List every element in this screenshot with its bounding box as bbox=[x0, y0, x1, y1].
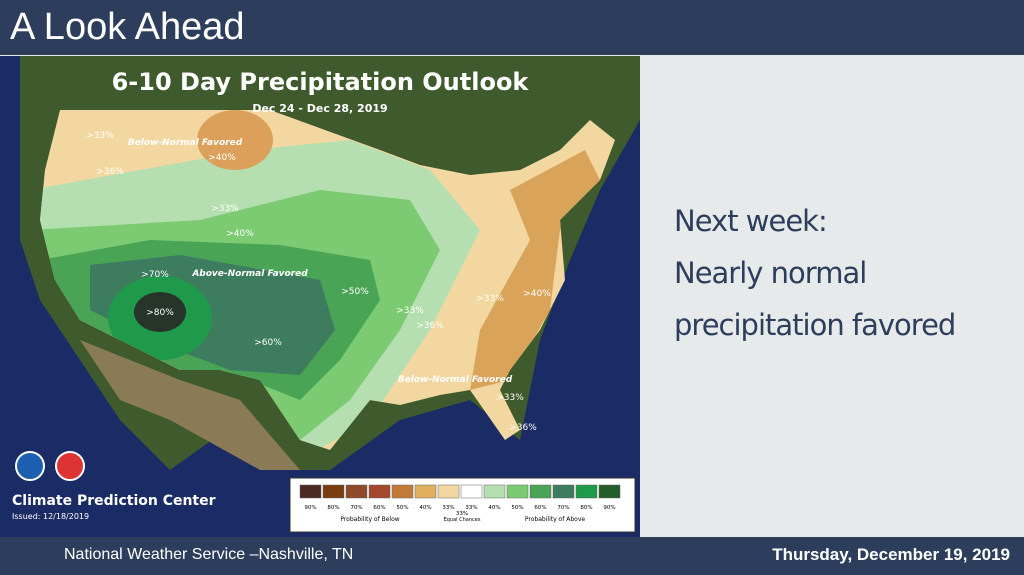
issued-date: Issued: 12/18/2019 bbox=[12, 512, 89, 521]
region-label: >70% bbox=[141, 270, 169, 280]
header: A Look Ahead bbox=[0, 0, 1024, 55]
region-label: >40% bbox=[208, 153, 236, 163]
legend-label: 70% bbox=[350, 505, 362, 511]
panel-line: precipitation favored bbox=[674, 308, 956, 342]
region-label: >33% bbox=[396, 306, 424, 316]
legend-label: 90% bbox=[603, 505, 615, 511]
panel-text: Next week: Nearly normal precipitation fav… bbox=[674, 195, 956, 351]
legend-label: 40% bbox=[488, 505, 500, 511]
legend-swatch bbox=[299, 484, 322, 499]
region-label: >36% bbox=[509, 423, 537, 433]
panel-line: Next week: bbox=[674, 204, 828, 238]
panel-line: Nearly normal bbox=[674, 256, 867, 290]
noaa-logo bbox=[15, 451, 45, 481]
region-label: Below-Normal Favored bbox=[398, 375, 513, 385]
region-label: >40% bbox=[523, 289, 551, 299]
legend-swatch bbox=[368, 484, 391, 499]
legend-label: 90% bbox=[304, 505, 316, 511]
legend-label: 40% bbox=[419, 505, 431, 511]
nws-logo bbox=[55, 451, 85, 481]
legend-label: 80% bbox=[327, 505, 339, 511]
outlook-map: >33% Below-Normal Favored >40% >36% >33% >40%… bbox=[0, 56, 640, 538]
legend-label: 70% bbox=[557, 505, 569, 511]
legend-label: 33% bbox=[442, 505, 454, 511]
region-label: >33% bbox=[476, 294, 504, 304]
region-label: >40% bbox=[226, 229, 254, 239]
legend-label: 50% bbox=[396, 505, 408, 511]
legend-swatch bbox=[506, 484, 529, 499]
map-title: 6-10 Day Precipitation Outlook bbox=[112, 68, 530, 96]
legend-swatch bbox=[529, 484, 552, 499]
legend-swatch bbox=[552, 484, 575, 499]
legend-swatch bbox=[391, 484, 414, 499]
legend-swatch bbox=[483, 484, 506, 499]
footer: National Weather Service –Nashville, TN … bbox=[0, 537, 1024, 575]
legend-swatch bbox=[575, 484, 598, 499]
slide-title: A Look Ahead bbox=[10, 6, 245, 48]
legend-swatch bbox=[437, 484, 460, 499]
mexico bbox=[80, 340, 300, 470]
legend-above: Probability of Above bbox=[525, 516, 585, 523]
legend-label: 80% bbox=[580, 505, 592, 511]
legend-swatch bbox=[598, 484, 621, 499]
legend-equal: Equal Chances bbox=[444, 517, 481, 523]
region-label: >50% bbox=[341, 287, 369, 297]
region-label: >60% bbox=[254, 338, 282, 348]
legend-label: 60% bbox=[534, 505, 546, 511]
region-label: >36% bbox=[96, 167, 124, 177]
legend-label: 50% bbox=[511, 505, 523, 511]
region-label: >80% bbox=[146, 308, 174, 318]
legend-label: 33% bbox=[456, 511, 468, 517]
legend-swatch bbox=[345, 484, 368, 499]
region-label: >33% bbox=[86, 131, 114, 141]
legend-below: Probability of Below bbox=[340, 516, 399, 523]
region-label: >33% bbox=[211, 204, 239, 214]
legend-swatch bbox=[460, 484, 483, 499]
footer-left: National Weather Service –Nashville, TN bbox=[64, 546, 354, 563]
legend-label: 60% bbox=[373, 505, 385, 511]
region-label: Below-Normal Favored bbox=[128, 138, 243, 148]
legend-swatch bbox=[322, 484, 345, 499]
legend-label: 33% bbox=[465, 505, 477, 511]
footer-date: Thursday, December 19, 2019 bbox=[772, 545, 1010, 564]
legend-swatch bbox=[414, 484, 437, 499]
map-dates: Dec 24 - Dec 28, 2019 bbox=[252, 102, 387, 115]
region-label: >33% bbox=[496, 393, 524, 403]
region-label: >36% bbox=[416, 321, 444, 331]
center-name: Climate Prediction Center bbox=[12, 493, 216, 509]
region-label: Above-Normal Favored bbox=[191, 269, 308, 279]
